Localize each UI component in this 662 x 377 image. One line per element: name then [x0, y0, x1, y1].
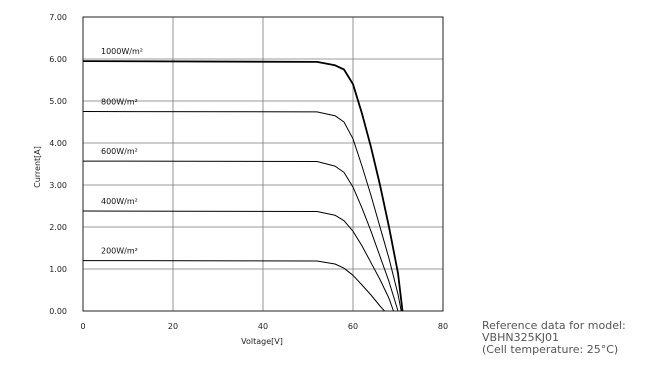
plot-frame	[82, 16, 444, 312]
y-tick-label: 4.00	[49, 139, 67, 148]
note-line: Reference data for model:	[482, 319, 626, 332]
y-tick-label: 0.00	[49, 307, 67, 316]
series-labels: 1000W/m² 800W/m² 600W/m² 400W/m² 200W/m²	[101, 47, 143, 256]
y-axis-title: Current[A]	[33, 146, 42, 188]
x-tick-label: 60	[348, 322, 358, 331]
y-tick-label: 1.00	[49, 265, 67, 274]
series-line	[82, 210, 394, 312]
series-label: 800W/m²	[101, 98, 138, 107]
note-line: VBHN325KJ01	[482, 331, 560, 344]
series-label: 1000W/m²	[101, 47, 143, 56]
series-lines	[82, 60, 404, 312]
series-line	[82, 260, 385, 312]
x-axis-title: Voltage[V]	[241, 337, 283, 346]
series-label: 600W/m²	[101, 147, 138, 156]
reference-note: Reference data for model: VBHN325KJ01 (C…	[482, 320, 626, 356]
x-tick-label: 20	[168, 322, 178, 331]
y-tick-label: 5.00	[49, 97, 67, 106]
x-tick-labels: 0 20 40 60 80	[80, 322, 448, 331]
y-tick-label: 7.00	[49, 13, 67, 22]
y-tick-label: 3.00	[49, 181, 67, 190]
y-tick-label: 6.00	[49, 55, 67, 64]
series-label: 400W/m²	[101, 197, 138, 206]
x-tick-label: 0	[80, 322, 85, 331]
series-line	[82, 111, 402, 312]
series-line	[82, 160, 399, 312]
y-tick-labels: 0.00 1.00 2.00 3.00 4.00 5.00 6.00 7.00	[49, 13, 67, 316]
x-tick-label: 40	[258, 322, 268, 331]
series-line	[82, 60, 404, 312]
series-label: 200W/m²	[101, 247, 138, 256]
plot-grid	[82, 16, 444, 312]
y-tick-label: 2.00	[49, 223, 67, 232]
note-line: (Cell temperature: 25°C)	[482, 343, 619, 356]
x-tick-label: 80	[438, 322, 448, 331]
